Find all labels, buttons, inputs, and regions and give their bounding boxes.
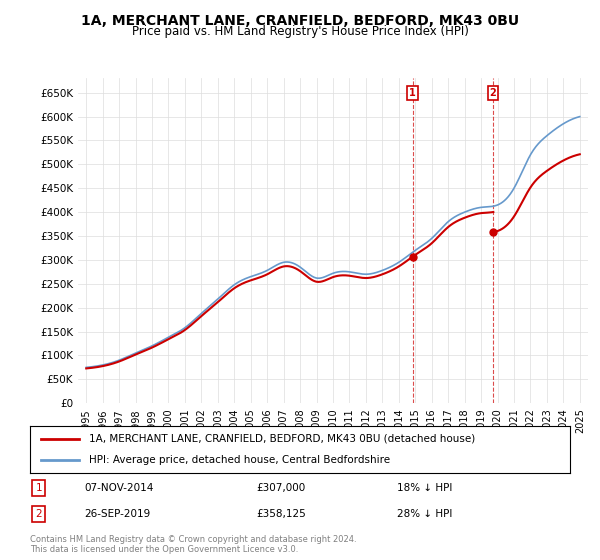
Text: 1A, MERCHANT LANE, CRANFIELD, BEDFORD, MK43 0BU: 1A, MERCHANT LANE, CRANFIELD, BEDFORD, M… [81, 14, 519, 28]
Text: 18% ↓ HPI: 18% ↓ HPI [397, 483, 452, 493]
Text: 1A, MERCHANT LANE, CRANFIELD, BEDFORD, MK43 0BU (detached house): 1A, MERCHANT LANE, CRANFIELD, BEDFORD, M… [89, 434, 476, 444]
Text: Contains HM Land Registry data © Crown copyright and database right 2024.
This d: Contains HM Land Registry data © Crown c… [30, 535, 356, 554]
Text: Price paid vs. HM Land Registry's House Price Index (HPI): Price paid vs. HM Land Registry's House … [131, 25, 469, 38]
Text: 07-NOV-2014: 07-NOV-2014 [84, 483, 154, 493]
Text: 2: 2 [490, 88, 496, 98]
Text: £358,125: £358,125 [257, 509, 307, 519]
Text: £307,000: £307,000 [257, 483, 306, 493]
Text: 2: 2 [35, 509, 42, 519]
Text: 28% ↓ HPI: 28% ↓ HPI [397, 509, 452, 519]
Text: 1: 1 [409, 88, 416, 98]
Text: HPI: Average price, detached house, Central Bedfordshire: HPI: Average price, detached house, Cent… [89, 455, 391, 465]
Text: 26-SEP-2019: 26-SEP-2019 [84, 509, 150, 519]
Text: 1: 1 [35, 483, 42, 493]
